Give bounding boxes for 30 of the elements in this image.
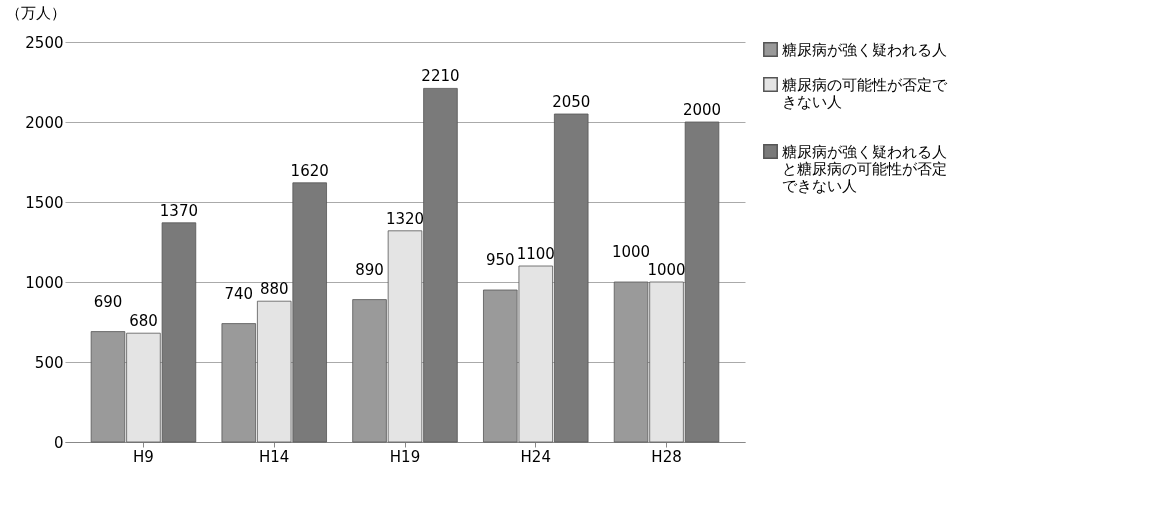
x-tick-label: H28 — [651, 447, 682, 466]
x-tick-label: H9 — [133, 447, 154, 466]
y-tick-label: 1000 — [25, 273, 64, 292]
data-label: 1000 — [611, 243, 651, 261]
data-label: 1320 — [385, 209, 425, 228]
data-label: 1100 — [516, 245, 555, 263]
data-label: 880 — [259, 280, 289, 299]
y-tick-label: 2000 — [25, 113, 64, 132]
legend-label: 糖尿病の可能性が否定できない人 — [782, 75, 948, 111]
legend-label: 糖尿病が強く疑われる人 — [782, 40, 947, 59]
x-tick-label: H19 — [389, 447, 421, 466]
data-label: 740 — [224, 284, 254, 303]
y-tick-label: 0 — [53, 433, 64, 452]
y-tick-label: 1500 — [25, 193, 64, 212]
data-label: 1620 — [290, 161, 329, 180]
y-tick-label: 500 — [34, 353, 64, 372]
legend-label: 糖尿病が強く疑われる人と糖尿病の可能性が否定できない人 — [782, 142, 947, 195]
data-label: 680 — [129, 312, 158, 331]
data-label: 950 — [485, 251, 515, 269]
x-tick-label: H24 — [520, 447, 551, 466]
data-label: 1370 — [159, 201, 199, 220]
data-label: 1000 — [647, 261, 686, 279]
data-label: 2000 — [682, 101, 722, 119]
y-axis-title: （万人） — [5, 3, 66, 22]
data-label: 2050 — [552, 93, 591, 111]
data-label: 690 — [93, 292, 123, 311]
y-tick-label: 2500 — [25, 33, 64, 52]
x-tick-label: H14 — [259, 447, 290, 466]
data-label: 2210 — [421, 67, 460, 86]
data-label: 890 — [355, 260, 384, 279]
